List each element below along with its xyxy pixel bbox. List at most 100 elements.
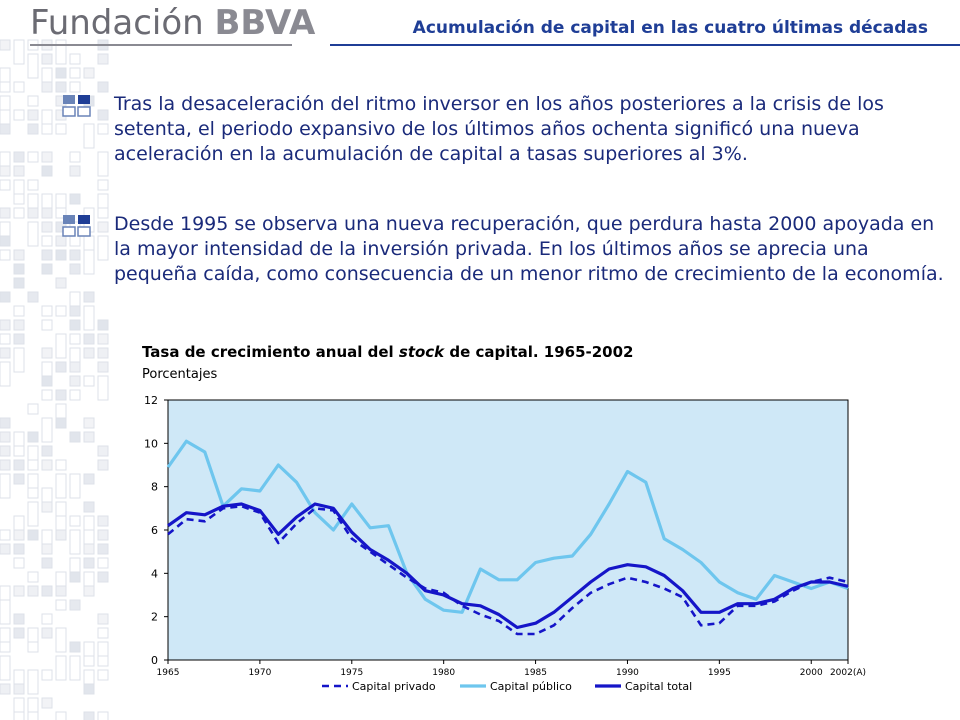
pattern-square [55,459,67,471]
pattern-square [27,697,39,720]
pattern-square [41,263,53,275]
pattern-square [0,655,11,681]
pattern-square [97,543,109,555]
pattern-square [69,515,81,527]
pattern-square [41,389,53,401]
pattern-square [13,109,25,121]
pattern-square [27,711,39,720]
logo-brand: BBVA [214,3,316,43]
pattern-square [0,333,11,345]
pattern-square [41,53,53,65]
pattern-square [97,571,109,583]
x-tick-label: 1990 [616,668,639,678]
x-tick-label: 1980 [432,668,455,678]
pattern-square [0,459,11,471]
pattern-square [55,389,67,401]
decorative-pattern [0,39,109,720]
series-line-capital-publico [166,439,849,614]
pattern-square [69,655,81,681]
pattern-square [27,459,39,471]
pattern-square [27,529,39,541]
pattern-square [97,221,109,233]
pattern-square [0,431,11,443]
pattern-square [0,249,11,261]
pattern-square [55,305,67,317]
pattern-square [83,123,95,149]
pattern-square [13,207,25,219]
pattern-square [97,655,109,667]
pattern-square [0,235,11,247]
pattern-square [41,319,53,331]
pattern-square [83,67,95,79]
pattern-square [69,151,81,163]
pattern-square [13,473,25,485]
pattern-square [41,249,53,261]
pattern-square [0,599,11,625]
pattern-square [13,165,25,177]
pattern-square [41,669,53,681]
y-tick-label: 8 [151,481,158,494]
pattern-square [0,207,11,219]
pattern-square [41,347,53,359]
pattern-square [13,277,25,289]
pattern-square [27,221,39,247]
pattern-square [69,81,81,93]
pattern-square [83,347,95,359]
pattern-square [83,291,95,303]
pattern-square [97,557,109,569]
pattern-square [27,207,39,219]
legend-label: Capital total [625,680,692,693]
pattern-square [83,431,95,443]
pattern-square [55,585,67,597]
pattern-square [41,123,53,135]
pattern-square [97,711,109,720]
pattern-square [55,39,67,65]
pattern-square [13,347,25,373]
pattern-square [97,81,109,93]
pattern-square [41,445,53,457]
bullet-item: Desde 1995 se observa una nueva recupera… [62,212,944,322]
pattern-square [13,249,25,261]
pattern-square [55,249,67,261]
chart-title-italic: stock [398,343,445,361]
pattern-square [27,53,39,79]
header-rule [330,44,960,46]
pattern-square [27,431,39,443]
pattern-square [13,151,25,163]
grid-bullet-icon [62,215,91,237]
pattern-square [83,333,95,345]
pattern-square [27,123,39,135]
pattern-square [83,711,95,720]
pattern-square [83,249,95,275]
pattern-square [0,39,11,51]
pattern-square [69,319,81,331]
pattern-square [97,319,109,331]
pattern-square [97,613,109,625]
pattern-square [0,347,11,359]
pattern-square [41,459,53,471]
pattern-square [41,557,53,569]
pattern-square [41,697,53,709]
pattern-square [55,529,67,541]
pattern-square [13,627,25,639]
y-tick-label: 12 [144,394,158,407]
pattern-square [97,459,109,471]
pattern-square [27,641,39,653]
pattern-square [55,361,67,373]
chart-title: Tasa de crecimiento anual del stock de c… [142,343,634,361]
pattern-square [41,151,53,163]
pattern-square [69,473,81,499]
pattern-square [69,375,81,387]
pattern-square [69,53,81,65]
pattern-square [69,641,81,653]
legend-label: Capital público [490,680,572,693]
pattern-square [41,165,53,177]
logo-text: Fundación [30,3,204,43]
bullet-text: Desde 1995 se observa una nueva recupera… [114,213,944,285]
x-tick-label: 1965 [157,668,180,678]
pattern-square [41,417,53,443]
pattern-square [55,67,67,79]
x-tick-label: 2000 [800,668,823,678]
y-tick-label: 10 [144,437,158,450]
pattern-square [83,305,95,331]
